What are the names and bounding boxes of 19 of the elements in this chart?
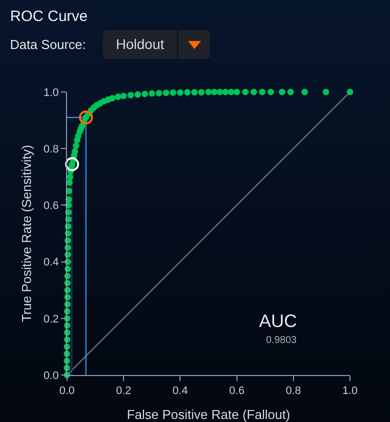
x-tick-label: 1.0 — [342, 385, 358, 398]
y-tick-label: 0.2 — [44, 313, 59, 326]
y-tick-label: 0.6 — [44, 200, 59, 212]
y-tick-label: 0.8 — [44, 143, 59, 156]
y-tick-label: 0.0 — [44, 370, 59, 382]
y-axis-title: True Positive Rate (Sensitivity) — [19, 144, 34, 322]
x-tick-label: 0.2 — [116, 385, 132, 398]
y-tick-label: 0.4 — [44, 256, 59, 269]
chart-title: ROC Curve — [10, 8, 88, 26]
annotation: AUC — [259, 311, 298, 331]
source-note: Data Source: — [10, 37, 86, 52]
x-tick-label: 0.8 — [286, 385, 302, 398]
x-tick-label: 0.6 — [229, 385, 244, 398]
x-tick-label: 0.0 — [59, 385, 75, 398]
annotation: 0.9803 — [266, 335, 298, 346]
y-tick-label: 1.0 — [44, 86, 59, 99]
x-axis-title: False Positive Rate (Fallout) — [126, 407, 290, 422]
x-tick-label: 0.4 — [172, 385, 188, 398]
dropdown: Holdout — [103, 30, 210, 59]
